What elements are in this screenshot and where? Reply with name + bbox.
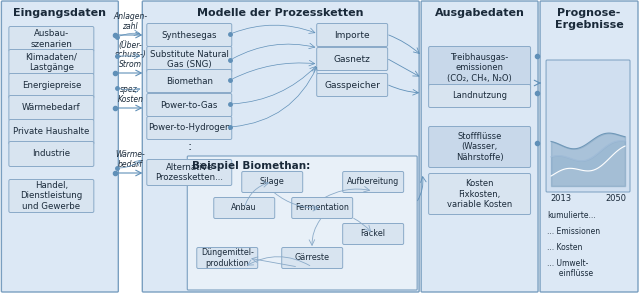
Text: Silage: Silage bbox=[260, 178, 284, 187]
FancyBboxPatch shape bbox=[343, 171, 404, 193]
FancyBboxPatch shape bbox=[242, 171, 303, 193]
Text: Ausgabedaten: Ausgabedaten bbox=[435, 8, 525, 18]
FancyBboxPatch shape bbox=[546, 60, 630, 192]
Text: :: : bbox=[187, 141, 192, 154]
FancyBboxPatch shape bbox=[147, 23, 232, 47]
FancyBboxPatch shape bbox=[147, 47, 232, 72]
Text: Stoffflüsse
(Wasser,
Nährstoffe): Stoffflüsse (Wasser, Nährstoffe) bbox=[456, 132, 504, 162]
FancyBboxPatch shape bbox=[9, 180, 94, 212]
Text: Wärmebedarf: Wärmebedarf bbox=[22, 103, 81, 113]
FancyBboxPatch shape bbox=[147, 93, 232, 117]
Text: Fackel: Fackel bbox=[360, 229, 386, 239]
Text: Power-to-Gas: Power-to-Gas bbox=[160, 100, 218, 110]
FancyBboxPatch shape bbox=[147, 69, 232, 93]
FancyBboxPatch shape bbox=[317, 23, 388, 47]
Text: Düngemittel-
produktion: Düngemittel- produktion bbox=[201, 248, 254, 268]
FancyBboxPatch shape bbox=[317, 47, 388, 71]
Text: ... Kosten: ... Kosten bbox=[547, 243, 582, 252]
Text: Power-to-Hydrogen: Power-to-Hydrogen bbox=[148, 124, 231, 132]
FancyBboxPatch shape bbox=[429, 173, 530, 214]
Text: Modelle der Prozessketten: Modelle der Prozessketten bbox=[197, 8, 364, 18]
Text: Gärreste: Gärreste bbox=[295, 253, 330, 263]
Text: 2050: 2050 bbox=[605, 194, 626, 203]
FancyBboxPatch shape bbox=[429, 127, 530, 168]
FancyBboxPatch shape bbox=[429, 47, 530, 89]
Text: Private Haushalte: Private Haushalte bbox=[13, 127, 89, 137]
Text: Kosten
Fixkosten,
variable Kosten: Kosten Fixkosten, variable Kosten bbox=[447, 179, 512, 209]
FancyBboxPatch shape bbox=[1, 1, 118, 292]
Text: Handel,
Dienstleistung
und Gewerbe: Handel, Dienstleistung und Gewerbe bbox=[20, 181, 82, 211]
FancyBboxPatch shape bbox=[197, 248, 258, 268]
FancyBboxPatch shape bbox=[421, 1, 538, 292]
Text: Alternative
Prozessketten...: Alternative Prozessketten... bbox=[155, 163, 223, 182]
FancyBboxPatch shape bbox=[292, 197, 353, 219]
Text: Importe: Importe bbox=[334, 30, 370, 40]
Text: Klimadaten/
Lastgänge: Klimadaten/ Lastgänge bbox=[26, 52, 77, 72]
FancyBboxPatch shape bbox=[9, 50, 94, 74]
FancyBboxPatch shape bbox=[142, 1, 419, 292]
Text: Synthesegas: Synthesegas bbox=[162, 30, 217, 40]
FancyBboxPatch shape bbox=[429, 84, 530, 108]
Text: Wärme-
bedarf: Wärme- bedarf bbox=[116, 150, 145, 169]
Text: Industrie: Industrie bbox=[33, 149, 70, 159]
Text: Substitute Natural
Gas (SNG): Substitute Natural Gas (SNG) bbox=[150, 50, 229, 69]
Text: Fermentation: Fermentation bbox=[295, 204, 349, 212]
Text: Biomethan: Biomethan bbox=[166, 76, 213, 86]
Text: Anlagen-
zahl: Anlagen- zahl bbox=[113, 12, 148, 31]
Text: ... Emissionen: ... Emissionen bbox=[547, 227, 600, 236]
FancyBboxPatch shape bbox=[540, 1, 638, 292]
Text: Energiepreise: Energiepreise bbox=[22, 81, 81, 91]
Text: (Über-
schuss-)
Strom: (Über- schuss-) Strom bbox=[114, 41, 146, 69]
FancyBboxPatch shape bbox=[9, 26, 94, 52]
FancyBboxPatch shape bbox=[214, 197, 275, 219]
FancyBboxPatch shape bbox=[187, 156, 417, 290]
Text: 2013: 2013 bbox=[550, 194, 571, 203]
FancyBboxPatch shape bbox=[9, 120, 94, 144]
Text: Beispiel Biomethan:: Beispiel Biomethan: bbox=[192, 161, 311, 171]
FancyBboxPatch shape bbox=[282, 248, 343, 268]
FancyBboxPatch shape bbox=[147, 159, 232, 185]
Text: Treibhausgas-
emissionen
(CO₂, CH₄, N₂O): Treibhausgas- emissionen (CO₂, CH₄, N₂O) bbox=[447, 53, 512, 83]
Text: Eingangsdaten: Eingangsdaten bbox=[13, 8, 106, 18]
FancyBboxPatch shape bbox=[9, 96, 94, 120]
Text: Gasspeicher: Gasspeicher bbox=[324, 81, 380, 89]
FancyBboxPatch shape bbox=[9, 74, 94, 98]
FancyBboxPatch shape bbox=[343, 224, 404, 244]
Text: Gasnetz: Gasnetz bbox=[334, 54, 371, 64]
FancyBboxPatch shape bbox=[317, 74, 388, 96]
FancyBboxPatch shape bbox=[147, 117, 232, 139]
Text: Anbau: Anbau bbox=[231, 204, 257, 212]
Text: Ausbau-
szenarien: Ausbau- szenarien bbox=[31, 29, 72, 49]
Text: Prognose-
Ergebnisse: Prognose- Ergebnisse bbox=[555, 8, 624, 30]
Text: Aufbereitung: Aufbereitung bbox=[347, 178, 399, 187]
Text: spez.
Kosten: spez. Kosten bbox=[118, 85, 143, 104]
Text: kumulierte...: kumulierte... bbox=[547, 211, 596, 220]
FancyBboxPatch shape bbox=[9, 142, 94, 166]
Text: Landnutzung: Landnutzung bbox=[452, 91, 507, 100]
Text: ... Umwelt-
     einflüsse: ... Umwelt- einflüsse bbox=[547, 259, 593, 278]
